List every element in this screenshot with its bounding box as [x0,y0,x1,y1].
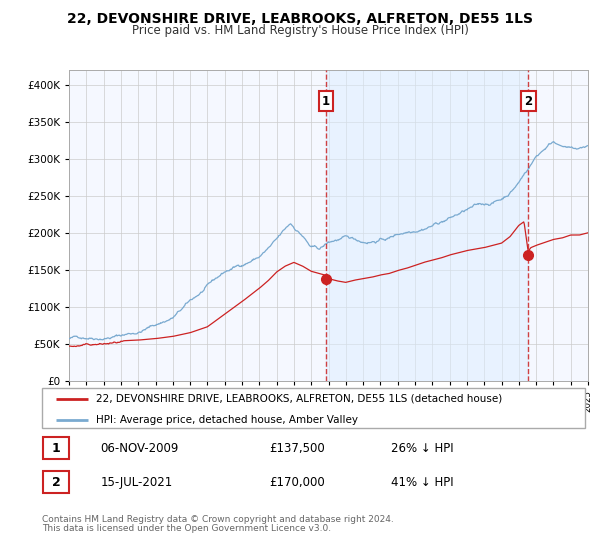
Text: 1: 1 [322,95,330,108]
Text: 22, DEVONSHIRE DRIVE, LEABROOKS, ALFRETON, DE55 1LS: 22, DEVONSHIRE DRIVE, LEABROOKS, ALFRETO… [67,12,533,26]
Text: 1: 1 [52,442,61,455]
Text: 15-JUL-2021: 15-JUL-2021 [101,475,173,489]
Text: 22, DEVONSHIRE DRIVE, LEABROOKS, ALFRETON, DE55 1LS (detached house): 22, DEVONSHIRE DRIVE, LEABROOKS, ALFRETO… [97,394,503,404]
Text: Price paid vs. HM Land Registry's House Price Index (HPI): Price paid vs. HM Land Registry's House … [131,24,469,36]
Text: HPI: Average price, detached house, Amber Valley: HPI: Average price, detached house, Ambe… [97,414,358,424]
Text: £170,000: £170,000 [269,475,325,489]
Text: £137,500: £137,500 [269,442,325,455]
Bar [43,437,70,459]
Text: 41% ↓ HPI: 41% ↓ HPI [391,475,454,489]
Text: 2: 2 [524,95,532,108]
Bar [43,471,70,493]
Bar [326,70,528,381]
Text: 26% ↓ HPI: 26% ↓ HPI [391,442,454,455]
Text: Contains HM Land Registry data © Crown copyright and database right 2024.: Contains HM Land Registry data © Crown c… [42,515,394,524]
Text: 2: 2 [52,475,61,489]
Text: This data is licensed under the Open Government Licence v3.0.: This data is licensed under the Open Gov… [42,524,331,533]
Text: 06-NOV-2009: 06-NOV-2009 [101,442,179,455]
